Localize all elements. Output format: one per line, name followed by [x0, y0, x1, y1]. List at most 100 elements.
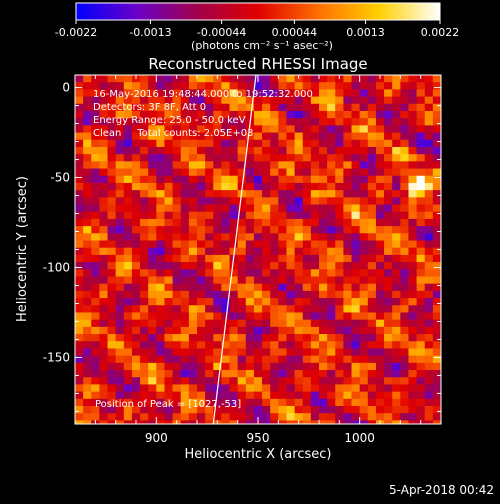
heatmap-cell — [221, 341, 231, 349]
heatmap-cell — [416, 413, 426, 421]
heatmap-cell — [164, 406, 174, 414]
heatmap-cell — [164, 168, 174, 177]
heatmap-cell — [172, 197, 182, 206]
heatmap-cell — [229, 269, 239, 278]
heatmap-cell — [123, 75, 133, 83]
heatmap-cell — [432, 406, 441, 414]
heatmap-cell — [140, 283, 149, 292]
heatmap-cell — [359, 398, 369, 407]
heatmap-cell — [131, 362, 141, 371]
heatmap-cell — [270, 125, 279, 134]
heatmap-cell — [392, 204, 401, 213]
heatmap-cell — [335, 319, 344, 328]
heatmap-cell — [148, 312, 157, 321]
heatmap-cell — [156, 139, 166, 148]
heatmap-cell — [237, 233, 247, 242]
heatmap-cell — [253, 355, 263, 364]
heatmap-cell — [286, 218, 296, 227]
heatmap-cell — [278, 161, 288, 170]
heatmap-cell — [319, 398, 328, 407]
heatmap-cell — [237, 362, 247, 371]
heatmap-cell — [148, 218, 157, 227]
heatmap-cell — [91, 96, 100, 105]
heatmap-cell — [319, 326, 328, 335]
heatmap-cell — [335, 175, 344, 184]
heatmap-cell — [148, 82, 157, 90]
heatmap-cell — [131, 290, 141, 299]
heatmap-cell — [343, 341, 353, 349]
heatmap-cell — [229, 204, 239, 213]
heatmap-cell — [188, 197, 198, 206]
heatmap-cell — [99, 290, 109, 299]
heatmap-cell — [335, 406, 344, 414]
heatmap-cell — [107, 290, 117, 299]
heatmap-cell — [416, 182, 426, 191]
heatmap-cell — [400, 290, 410, 299]
heatmap-cell — [424, 110, 434, 119]
heatmap-cell — [83, 75, 92, 83]
heatmap-cell — [278, 355, 288, 364]
heatmap-cell — [302, 240, 312, 249]
heatmap-cell — [91, 233, 100, 242]
heatmap-cell — [343, 398, 353, 407]
heatmap-cell — [424, 139, 434, 148]
heatmap-cell — [310, 269, 320, 278]
heatmap-cell — [262, 377, 271, 385]
heatmap-cell — [432, 355, 441, 364]
heatmap-cell — [432, 132, 441, 141]
heatmap-cell — [335, 211, 344, 220]
heatmap-cell — [286, 204, 296, 213]
heatmap-cell — [164, 391, 174, 400]
heatmap-cell — [270, 240, 279, 249]
heatmap-cell — [75, 283, 84, 292]
heatmap-cell — [99, 204, 109, 213]
heatmap-cell — [343, 204, 353, 213]
heatmap-cell — [343, 226, 353, 234]
heatmap-cell — [188, 96, 198, 105]
heatmap-cell — [262, 82, 271, 90]
heatmap-cell — [432, 110, 441, 119]
heatmap-cell — [245, 276, 255, 285]
heatmap-cell — [262, 247, 271, 256]
heatmap-cell — [367, 370, 377, 378]
heatmap-cell — [91, 290, 100, 299]
heatmap-cell — [278, 197, 288, 206]
heatmap-cell — [424, 370, 434, 378]
heatmap-cell — [131, 118, 141, 126]
heatmap-cell — [270, 391, 279, 400]
heatmap-cell — [416, 384, 426, 393]
heatmap-cell — [270, 348, 279, 357]
heatmap-cell — [123, 362, 133, 371]
heatmap-cell — [107, 103, 117, 112]
heatmap-cell — [83, 190, 92, 198]
heatmap-cell — [237, 226, 247, 234]
heatmap-cell — [197, 326, 206, 335]
heatmap-cell — [75, 154, 84, 162]
heatmap-cell — [359, 197, 369, 206]
heatmap-cell — [319, 110, 328, 119]
heatmap-cell — [310, 384, 320, 393]
heatmap-cell — [75, 118, 84, 126]
heatmap-cell — [188, 146, 198, 155]
heatmap-cell — [432, 283, 441, 292]
heatmap-cell — [99, 370, 109, 378]
heatmap-cell — [83, 283, 92, 292]
colorbar-tick-label: 0.0013 — [346, 26, 385, 39]
heatmap-cell — [375, 312, 385, 321]
heatmap-cell — [286, 233, 296, 242]
heatmap-cell — [343, 182, 353, 191]
heatmap-cell — [123, 240, 133, 249]
heatmap-cell — [237, 298, 247, 306]
heatmap-cell — [286, 226, 296, 234]
heatmap-cell — [213, 312, 222, 321]
annotation-time-range: 16-May-2016 19:48:44.000 to 19:52:32.000 — [93, 89, 313, 100]
heatmap-cell — [367, 103, 377, 112]
heatmap-cell — [384, 175, 393, 184]
heatmap-cell — [83, 168, 92, 177]
heatmap-cell — [107, 384, 117, 393]
heatmap-cell — [432, 96, 441, 105]
heatmap-cell — [75, 262, 84, 270]
heatmap-cell — [424, 305, 434, 313]
heatmap-cell — [180, 341, 190, 349]
heatmap-cell — [188, 233, 198, 242]
